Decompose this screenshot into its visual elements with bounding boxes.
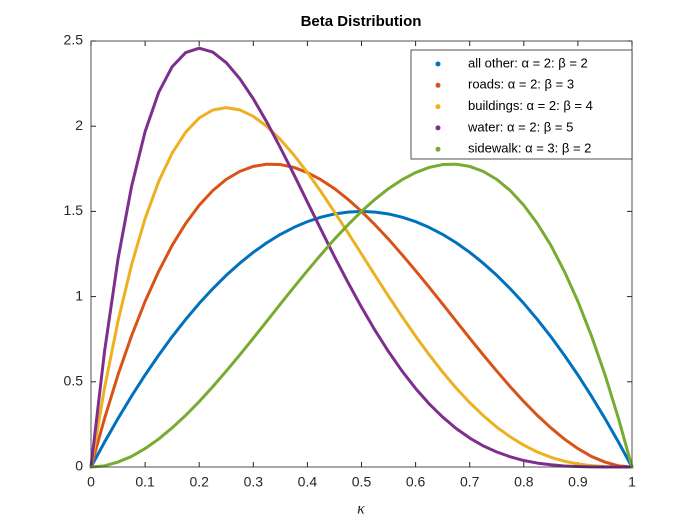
x-tick-label: 0.4 xyxy=(298,474,318,490)
x-tick-label: 0.7 xyxy=(460,474,480,490)
plot-frame xyxy=(90,40,633,468)
y-tick-label: 1 xyxy=(75,287,83,303)
chart-title: Beta Distribution xyxy=(301,13,422,30)
series-line xyxy=(89,46,634,469)
x-tick-label: 0.3 xyxy=(244,474,264,490)
legend-marker xyxy=(435,125,441,131)
x-axis-label: κ xyxy=(357,501,365,518)
legend-marker xyxy=(435,82,441,88)
x-tick-label: 1 xyxy=(628,474,636,490)
legend-label: water: α = 2: β = 5 xyxy=(467,119,573,134)
x-tick-label: 0.8 xyxy=(514,474,534,490)
y-tick-label: 0 xyxy=(75,458,83,474)
x-tick-label: 0.9 xyxy=(568,474,588,490)
legend-box xyxy=(410,49,633,160)
legend-label: sidewalk: α = 3: β = 2 xyxy=(468,141,591,156)
y-tick-label: 0.5 xyxy=(64,373,84,389)
legend-label: all other: α = 2: β = 2 xyxy=(468,55,588,70)
x-tick-label: 0 xyxy=(87,474,95,490)
legend-label: roads: α = 2: β = 3 xyxy=(468,77,574,92)
y-tick-label: 2 xyxy=(75,117,83,133)
y-tick-label: 2.5 xyxy=(64,32,84,48)
series-line xyxy=(89,162,634,469)
legend-marker xyxy=(435,104,441,110)
x-tick-label: 0.1 xyxy=(135,474,155,490)
x-tick-label: 0.6 xyxy=(406,474,426,490)
legend-marker xyxy=(435,146,441,152)
legend-marker xyxy=(435,61,441,67)
legend-label: buildings: α = 2: β = 4 xyxy=(468,98,593,113)
y-tick-label: 1.5 xyxy=(64,202,84,218)
series-line xyxy=(89,106,634,469)
x-tick-label: 0.5 xyxy=(352,474,372,490)
x-tick-label: 0.2 xyxy=(189,474,209,490)
